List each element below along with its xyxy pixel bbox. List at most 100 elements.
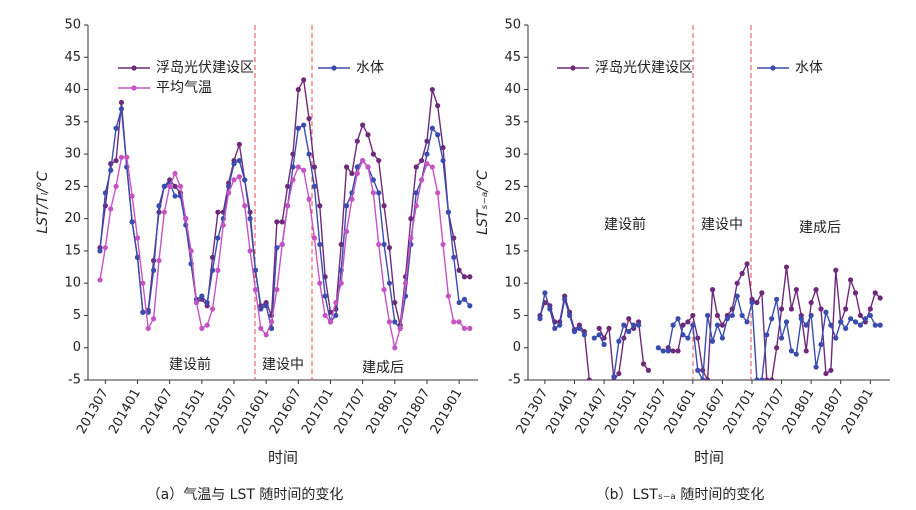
data-point (739, 270, 745, 277)
data-point (783, 264, 790, 270)
phase-label: 建设前 (604, 216, 646, 233)
data-point (857, 312, 864, 319)
data-point (724, 316, 730, 322)
data-point (376, 241, 382, 248)
data-point (680, 322, 686, 328)
data-point (306, 196, 312, 202)
data-point (581, 332, 587, 338)
data-point (621, 322, 627, 328)
data-point (843, 306, 849, 312)
data-point (759, 377, 765, 380)
data-point (215, 235, 221, 241)
data-point (660, 348, 666, 354)
x-axis-title: 时间 (694, 449, 724, 467)
data-point (365, 132, 371, 138)
data-point (338, 280, 344, 286)
y-tick-label: 40 (504, 82, 521, 97)
y-tick-label: 15 (504, 243, 521, 258)
data-point (764, 377, 770, 380)
data-point (231, 177, 237, 183)
data-point (413, 164, 419, 170)
data-point (322, 293, 328, 299)
data-point (440, 157, 446, 164)
data-point (113, 157, 119, 164)
data-point (709, 287, 716, 293)
data-point (343, 203, 350, 209)
data-point (311, 235, 317, 241)
data-point (209, 267, 216, 273)
data-point (151, 267, 157, 273)
data-point (204, 322, 210, 328)
data-point (818, 341, 824, 348)
phase-label: 建成后 (799, 220, 841, 236)
data-point (306, 151, 312, 157)
data-point (199, 325, 205, 331)
data-point (778, 306, 785, 312)
data-point (461, 296, 468, 302)
data-point (188, 248, 194, 254)
data-point (311, 183, 317, 189)
data-point (803, 348, 809, 354)
data-point (333, 299, 339, 306)
data-point (576, 325, 583, 331)
data-point (729, 312, 735, 319)
data-point (290, 164, 296, 170)
data-point (381, 287, 387, 293)
data-point (705, 377, 711, 380)
data-point (306, 115, 312, 122)
data-point (392, 319, 398, 325)
data-point (113, 125, 119, 131)
data-point (847, 316, 854, 322)
y-tick-label: 15 (64, 243, 81, 258)
data-point (451, 319, 457, 325)
data-point (828, 322, 834, 328)
data-point (665, 348, 671, 354)
data-point (252, 287, 259, 293)
data-point (124, 154, 130, 160)
data-point (226, 183, 232, 189)
data-point (258, 325, 264, 331)
data-point (381, 241, 387, 248)
legend-label: 水体 (356, 60, 384, 76)
data-point (440, 241, 446, 248)
caption: （b）LSTₛ₋ₐ 随时间的变化 (596, 487, 765, 503)
phase-label: 建设前 (169, 356, 211, 373)
data-point (317, 280, 323, 286)
data-point (680, 332, 686, 338)
data-point (813, 364, 819, 370)
data-point (424, 151, 430, 157)
data-point (833, 267, 839, 273)
y-tick-label: 30 (504, 147, 521, 162)
data-point (177, 183, 183, 189)
data-point (719, 322, 726, 328)
data-point (429, 86, 435, 93)
data-point (161, 183, 167, 189)
data-point (818, 306, 824, 312)
data-point (301, 77, 307, 83)
data-point (828, 367, 834, 373)
data-point (381, 203, 387, 209)
data-point (655, 345, 661, 351)
data-point (268, 325, 275, 331)
data-point (744, 261, 750, 267)
y-tick-label: 20 (504, 211, 521, 226)
data-point (338, 241, 344, 248)
data-point (872, 322, 878, 328)
data-point (102, 245, 108, 251)
y-tick-label: 10 (504, 276, 521, 291)
y-tick-label: 30 (64, 147, 81, 162)
data-point (413, 203, 419, 209)
data-point (360, 122, 366, 128)
data-point (616, 370, 622, 377)
data-point (788, 306, 795, 312)
data-point (440, 145, 446, 151)
data-point (290, 177, 296, 183)
data-point (445, 209, 451, 215)
data-point (392, 299, 398, 306)
data-point (349, 196, 355, 202)
data-point (360, 157, 366, 164)
legend-label: 水体 (795, 60, 823, 76)
data-point (113, 183, 119, 189)
legend-label: 平均气温 (156, 80, 212, 96)
data-point (413, 190, 419, 196)
